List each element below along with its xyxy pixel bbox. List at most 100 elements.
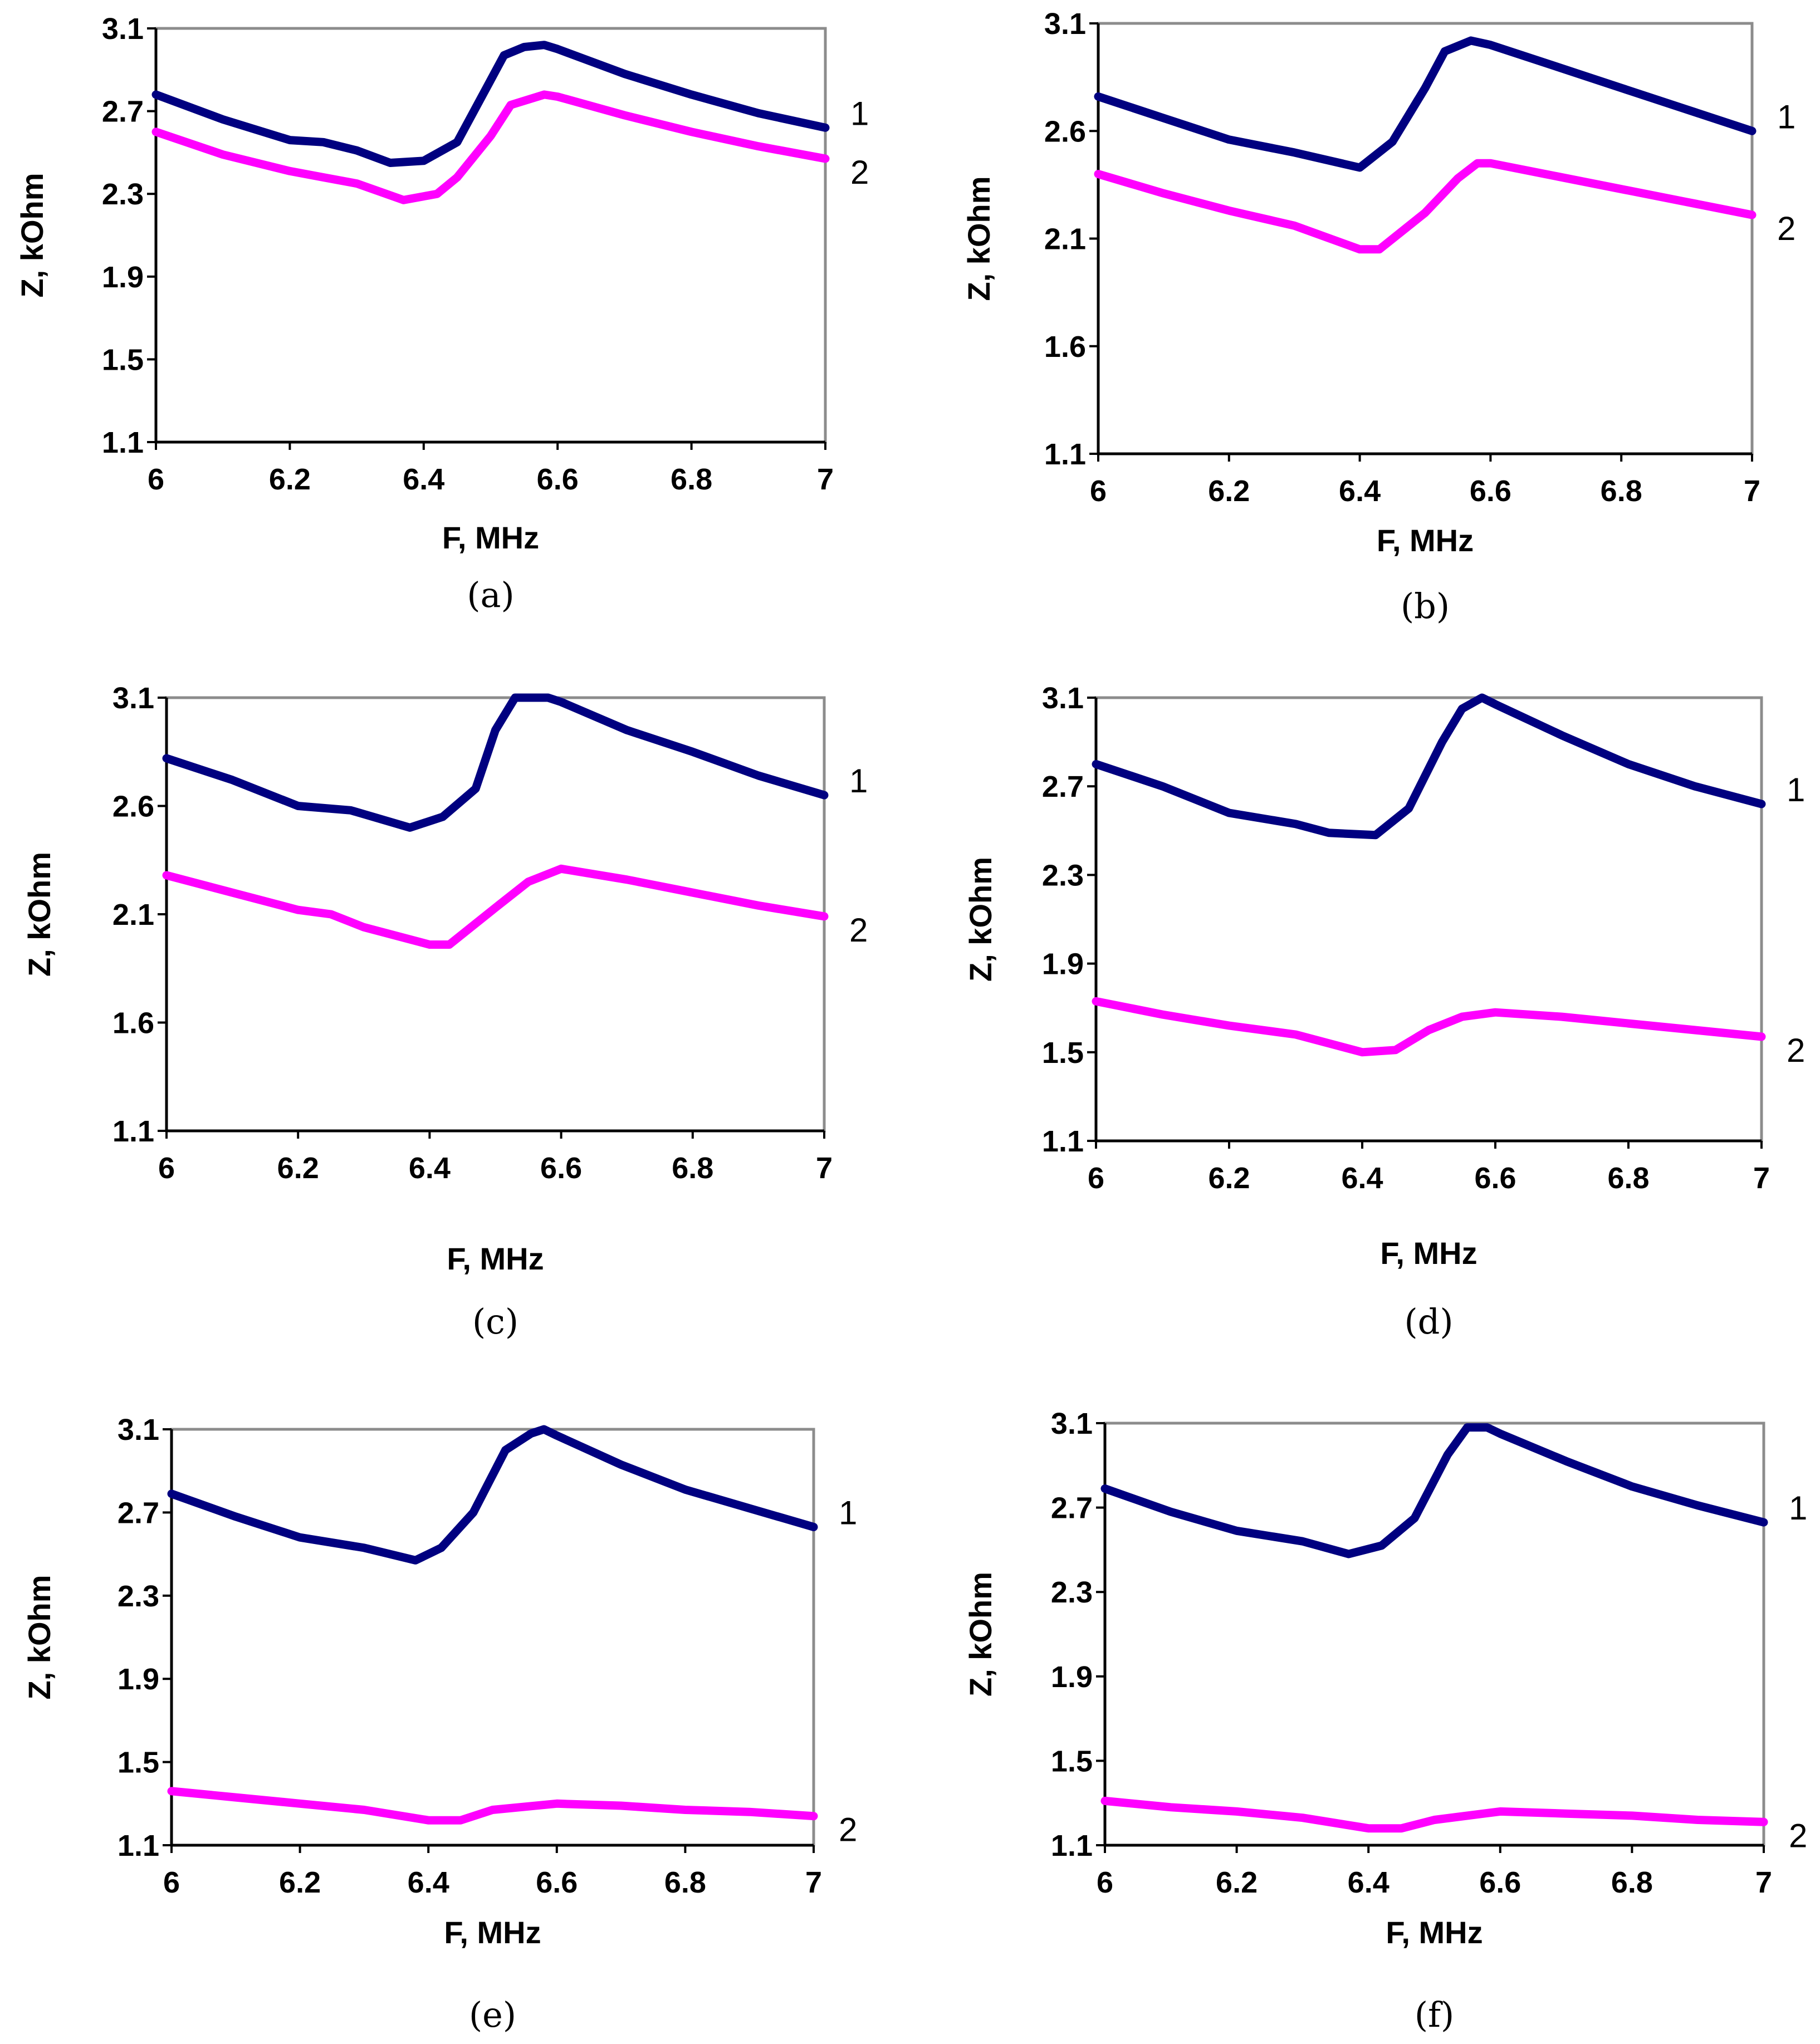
series-2-label: 2	[1789, 1817, 1807, 1854]
y-axis-label: Z, kOhm	[961, 176, 996, 301]
y-tick-label: 2.6	[112, 790, 154, 824]
series-1-line	[167, 1425, 818, 1565]
series-1-line	[162, 693, 829, 832]
series-1-label: 1	[850, 95, 869, 132]
x-axis-label: F, MHz	[447, 1241, 544, 1276]
x-tick-label: 6.6	[537, 463, 579, 496]
x-tick-label: 6.8	[672, 1151, 713, 1185]
x-tick-label: 6.6	[540, 1151, 582, 1185]
series-2-line	[167, 1787, 818, 1825]
y-tick-label: 1.5	[102, 343, 144, 376]
series-1-label: 1	[849, 762, 868, 800]
series-1-label: 1	[1789, 1489, 1807, 1527]
y-tick-label: 2.7	[1042, 770, 1084, 803]
y-tick-label: 1.5	[118, 1746, 159, 1780]
x-tick-label: 7	[817, 463, 834, 496]
y-tick-label: 1.5	[1042, 1036, 1084, 1070]
y-tick-label: 2.3	[118, 1580, 159, 1613]
x-tick-label: 6.2	[269, 463, 311, 496]
x-tick-label: 7	[816, 1151, 833, 1185]
series-2-label: 2	[1787, 1032, 1805, 1069]
series-1-line	[1092, 693, 1766, 840]
panel-caption: (d)	[1404, 1301, 1453, 1342]
y-tick-label: 3.1	[102, 12, 144, 46]
y-tick-label: 2.7	[118, 1496, 159, 1530]
y-tick-label: 1.1	[1051, 1829, 1093, 1862]
series-1-label: 1	[839, 1494, 857, 1532]
y-axis-label: Z, kOhm	[963, 857, 998, 982]
series-2-line	[162, 864, 829, 949]
y-axis-label: Z, kOhm	[14, 173, 50, 297]
series-2-label: 2	[1777, 210, 1795, 247]
x-tick-label: 6	[1097, 1866, 1113, 1899]
x-tick-label: 7	[1753, 1161, 1770, 1195]
y-tick-label: 2.7	[102, 95, 144, 129]
panel-caption: (b)	[1401, 586, 1450, 626]
x-tick-label: 6	[148, 463, 164, 496]
series-2-line	[151, 90, 830, 204]
x-axis-label: F, MHz	[1386, 1915, 1483, 1950]
panel-e: 6 6.2 6.4 6.6 6.8 7 1.1 1.5 1.9 2.3 2.7 3.1 F, MHz Z,…	[22, 1413, 858, 2035]
x-tick-label: 6.2	[279, 1866, 321, 1899]
y-tick-label: 2.1	[1044, 223, 1086, 256]
y-tick-label: 3.1	[1042, 682, 1084, 715]
panel-a: 6 6.2 6.4 6.6 6.8 7 1.1 1.5 1.9 2.3 2.7 3.1 F, MHz Z,…	[14, 12, 869, 615]
x-tick-label: 6.8	[1607, 1161, 1649, 1195]
y-tick-label: 1.1	[118, 1829, 159, 1862]
y-axis-label: Z, kOhm	[22, 852, 57, 977]
x-tick-label: 6	[1088, 1161, 1104, 1195]
panel-f: 6 6.2 6.4 6.6 6.8 7 1.1 1.5 1.9 2.3 2.7 3.1 F, MHz Z,…	[963, 1407, 1808, 2035]
x-tick-label: 6	[158, 1151, 175, 1185]
x-tick-label: 6.2	[1208, 474, 1250, 508]
series-2-label: 2	[850, 154, 869, 191]
x-tick-label: 6.2	[1216, 1866, 1258, 1899]
series-2-label: 2	[839, 1811, 857, 1849]
x-axis-label: F, MHz	[1380, 1236, 1477, 1271]
series-2-line	[1100, 1796, 1768, 1833]
panel-c: 6 6.2 6.4 6.6 6.8 7 1.1 1.6 2.1 2.6 3.1 F, MHz Z, kO…	[22, 682, 868, 1342]
plot-frame	[170, 1428, 815, 1847]
y-axis-label: Z, kOhm	[22, 1575, 57, 1699]
y-tick-label: 1.1	[112, 1115, 154, 1148]
x-tick-label: 7	[1755, 1866, 1772, 1899]
y-tick-label: 3.1	[1051, 1407, 1093, 1440]
y-tick-label: 1.9	[1042, 948, 1084, 981]
y-tick-label: 2.6	[1044, 115, 1086, 148]
x-tick-label: 6.8	[1601, 474, 1642, 508]
y-tick-label: 1.6	[1044, 330, 1086, 364]
x-tick-label: 6.8	[671, 463, 712, 496]
panel-caption: (f)	[1415, 1994, 1454, 2035]
series-2-line	[1094, 159, 1757, 254]
y-tick-label: 2.3	[1042, 859, 1084, 892]
y-tick-label: 1.9	[118, 1663, 159, 1696]
series-1-line	[151, 41, 830, 167]
series-1-line	[1100, 1423, 1768, 1558]
series-2-line	[1092, 997, 1766, 1057]
y-tick-label: 1.1	[102, 426, 144, 459]
x-tick-label: 7	[805, 1866, 822, 1899]
panel-caption: (c)	[472, 1301, 518, 1342]
y-axis-label: Z, kOhm	[963, 1572, 998, 1697]
panel-caption: (a)	[467, 575, 514, 615]
panel-caption: (e)	[469, 1994, 516, 2035]
y-tick-label: 3.1	[118, 1413, 159, 1447]
y-tick-label: 1.1	[1042, 1125, 1084, 1158]
y-tick-label: 1.9	[1051, 1660, 1093, 1694]
y-tick-label: 2.3	[1051, 1576, 1093, 1609]
x-tick-label: 6.4	[1341, 1161, 1383, 1195]
y-tick-label: 1.5	[1051, 1744, 1093, 1778]
y-tick-label: 3.1	[1044, 7, 1086, 41]
y-tick-label: 1.1	[1044, 438, 1086, 471]
y-tick-label: 3.1	[112, 682, 154, 715]
x-tick-label: 6.6	[1470, 474, 1511, 508]
series-1-label: 1	[1787, 771, 1805, 808]
x-tick-label: 6.6	[1479, 1866, 1521, 1899]
x-tick-label: 7	[1744, 474, 1760, 508]
x-tick-label: 6.8	[664, 1866, 706, 1899]
x-tick-label: 6.2	[1208, 1161, 1250, 1195]
x-tick-label: 6	[163, 1866, 180, 1899]
y-tick-label: 2.3	[102, 178, 144, 211]
x-tick-label: 6.4	[403, 463, 444, 496]
x-axis-label: F, MHz	[1377, 523, 1474, 558]
